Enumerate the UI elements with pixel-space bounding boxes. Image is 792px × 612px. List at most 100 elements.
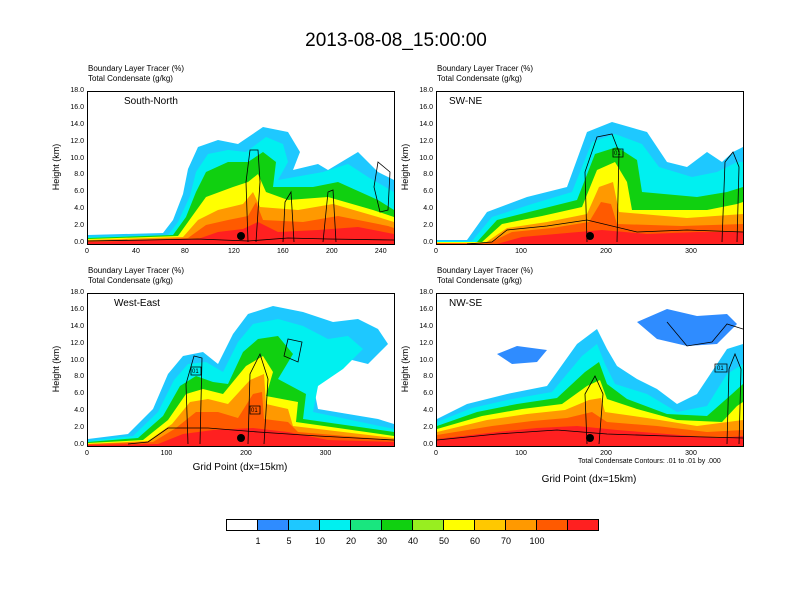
x-tick-label: 300 [685,450,697,457]
x-tick-label: 300 [685,248,697,255]
colorbar-label: 1 [255,536,261,546]
panel-sw-ne: 01 SW-NE [436,91,744,245]
svg-text:01: 01 [192,369,199,375]
colorbar-swatch [351,520,382,530]
colorbar-label: 30 [376,536,387,546]
colorbar-swatch [289,520,320,530]
x-tick-label: 80 [181,248,189,255]
panel-3-header: Boundary Layer Tracer (%) Total Condensat… [88,266,184,286]
colorbar-swatch [413,520,444,530]
panel-label: NW-SE [449,298,483,309]
colorbar-swatch [227,520,258,530]
svg-text:01: 01 [251,408,258,414]
x-tick-label: 200 [240,450,252,457]
condensate-contours [466,133,743,244]
cross-section-plot [88,127,394,244]
y-tick-label: 0.0 [423,441,433,448]
y-tick-label: 10.0 [70,154,84,162]
y-tick-label: 14.0 [70,322,84,330]
panel-label: SW-NE [449,96,483,107]
header-condensate-label: Total Condensate (g/kg) [437,74,522,83]
colorbar-label: 100 [529,536,545,546]
colorbar-label: 5 [286,536,292,546]
panel-4-header: Boundary Layer Tracer (%) Total Condensat… [437,266,533,286]
x-tick-label: 240 [374,248,387,255]
condensate-contours [88,149,394,243]
x-tick-label: 100 [515,450,527,457]
colorbar-label: 20 [345,536,356,546]
panel-1-header: Boundary Layer Tracer (%) Total Condensat… [88,64,184,84]
colorbar-label: 10 [314,536,325,546]
y-tick-label: 2.0 [423,424,433,432]
colorbar-swatch [444,520,475,530]
location-marker [237,232,245,240]
condensate-contours [437,321,743,445]
y-axis-label: Height (km) [51,345,61,393]
x-axis-label: Grid Point (dx=15km) [192,462,288,473]
y-axis-label: Height (km) [400,143,410,191]
header-condensate-label: Total Condensate (g/kg) [88,276,173,285]
x-tick-label: 40 [132,248,140,255]
x-tick-label: 0 [85,450,89,457]
y-tick-label: 18.0 [419,289,433,296]
x-tick-label: 160 [276,248,289,255]
tracer-field [88,127,394,244]
y-tick-label: 16.0 [70,305,84,313]
x-tick-label: 0 [434,248,438,255]
x-tick-label: 0 [434,450,438,457]
contour-info-text: Total Condensate Contours: .01 to .01 by… [578,458,721,465]
x-tick-label: 0 [85,248,89,255]
svg-text:01: 01 [717,366,724,372]
colorbar-label: 70 [500,536,511,546]
x-axis-label: Grid Point (dx=15km) [541,474,637,485]
colorbar-swatch [537,520,568,530]
tracer-field [88,306,394,446]
chart-title: 2013-08-08_15:00:00 [305,30,487,51]
y-tick-label: 6.0 [423,188,433,196]
colorbar-label: 60 [469,536,480,546]
location-marker [586,434,594,442]
y-tick-label: 0.0 [423,239,433,246]
panel-nw-se: 01 NW-SE [436,293,744,447]
colorbar-swatch [320,520,351,530]
y-tick-label: 6.0 [74,188,84,196]
y-axis-label: Height (km) [400,345,410,393]
y-tick-label: 4.0 [423,407,433,415]
header-condensate-label: Total Condensate (g/kg) [88,74,173,83]
colorbar-label: 40 [407,536,418,546]
y-tick-label: 0.0 [74,441,84,448]
y-tick-label: 8.0 [74,171,84,179]
condensate-contours [127,338,394,445]
location-marker [586,232,594,240]
y-tick-label: 14.0 [70,120,84,128]
y-tick-label: 4.0 [74,407,84,415]
header-tracer-label: Boundary Layer Tracer (%) [437,64,534,73]
location-marker [237,434,245,442]
panel-west-east: 01 01 West-East [87,293,395,447]
header-tracer-label: Boundary Layer Tracer (%) [88,64,185,73]
y-tick-label: 4.0 [423,205,433,213]
y-tick-label: 8.0 [423,373,433,381]
y-tick-label: 14.0 [419,120,433,128]
x-tick-label: 200 [600,248,612,255]
y-tick-label: 2.0 [74,424,84,432]
colorbar-swatch [382,520,413,530]
y-tick-label: 0.0 [74,239,84,246]
y-tick-label: 2.0 [74,222,84,230]
y-tick-label: 14.0 [419,322,433,330]
panel-label: West-East [114,298,160,309]
cross-section-plot: 01 [437,122,743,244]
x-tick-label: 300 [319,450,332,457]
y-tick-label: 8.0 [423,171,433,179]
y-tick-label: 10.0 [70,356,84,364]
y-tick-label: 12.0 [419,137,433,145]
y-tick-label: 16.0 [419,305,433,313]
x-tick-label: 120 [228,248,240,255]
y-tick-label: 6.0 [423,390,433,398]
y-tick-label: 16.0 [70,103,84,111]
y-tick-label: 18.0 [419,87,433,94]
panel-south-north: South-North [87,91,395,245]
y-axis-label: Height (km) [51,143,61,191]
header-condensate-label: Total Condensate (g/kg) [437,276,522,285]
colorbar-swatch [475,520,506,530]
